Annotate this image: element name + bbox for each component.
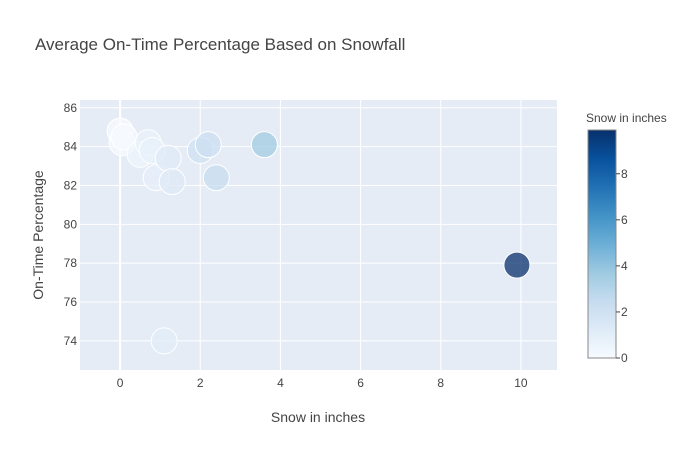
colorbar-tick-label: 2 [621,305,628,319]
data-point [158,168,186,196]
data-point [154,144,182,172]
x-tick-label: 2 [197,376,204,390]
x-tick-label: 4 [277,376,284,390]
data-points [106,117,531,355]
x-tick-label: 6 [357,376,364,390]
x-axis-title: Snow in inches [271,409,365,425]
colorbar-title: Snow in inches [586,111,667,125]
chart-title: Average On-Time Percentage Based on Snow… [35,35,405,54]
x-tick-label: 8 [437,376,444,390]
colorbar-tick-label: 6 [621,213,628,227]
data-point [150,327,178,355]
gridlines [80,100,557,370]
colorbar-ticks: 0 2 4 6 8 [616,167,628,365]
colorbar-gradient [587,129,617,359]
y-tick-label: 74 [64,334,78,348]
data-point [250,131,278,159]
tick-labels: 0 2 4 6 8 10 74 76 78 80 82 84 86 [64,101,528,390]
x-tick-label: 10 [514,376,528,390]
y-tick-label: 76 [64,295,78,309]
y-tick-label: 84 [64,140,78,154]
y-tick-label: 82 [64,178,78,192]
data-point [194,131,222,159]
y-tick-label: 80 [64,217,78,231]
x-tick-label: 0 [117,376,124,390]
y-tick-label: 86 [64,101,78,115]
data-point [503,251,531,279]
colorbar: Snow in inches 0 2 4 6 8 [586,111,667,365]
y-tick-label: 78 [64,256,78,270]
colorbar-tick-label: 8 [621,167,628,181]
colorbar-tick-label: 0 [621,351,628,365]
y-axis-title: On-Time Percentage [30,170,46,300]
colorbar-tick-label: 4 [621,259,628,273]
data-point [202,164,230,192]
